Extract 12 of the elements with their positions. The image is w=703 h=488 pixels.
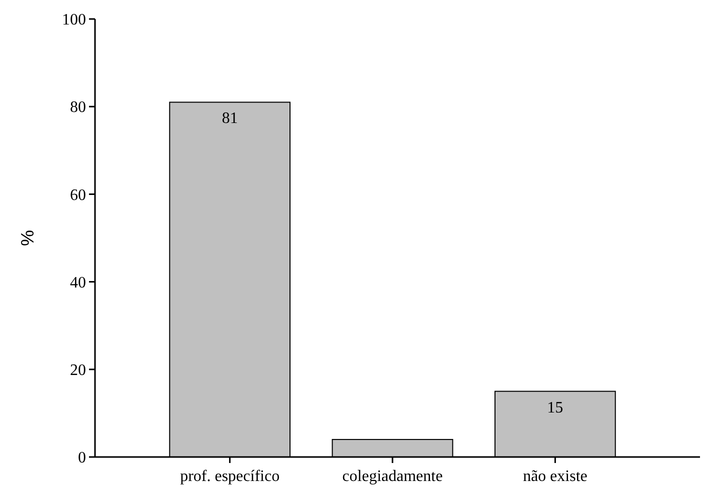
x-tick-label: colegiadamente — [342, 468, 443, 485]
y-tick-label: 0 — [78, 450, 86, 467]
x-tick-label: prof. específico — [180, 468, 280, 485]
y-tick-label: 40 — [70, 274, 86, 292]
y-tick-label: 80 — [70, 99, 86, 116]
x-tick-label: não existe — [522, 468, 588, 485]
y-axis-title: % — [17, 230, 38, 246]
data-label: 81 — [222, 110, 238, 128]
y-tick-label: 60 — [70, 186, 86, 204]
y-tick-label: 100 — [62, 12, 86, 29]
data-label: 15 — [547, 399, 564, 416]
y-tick-label: 20 — [70, 362, 86, 379]
